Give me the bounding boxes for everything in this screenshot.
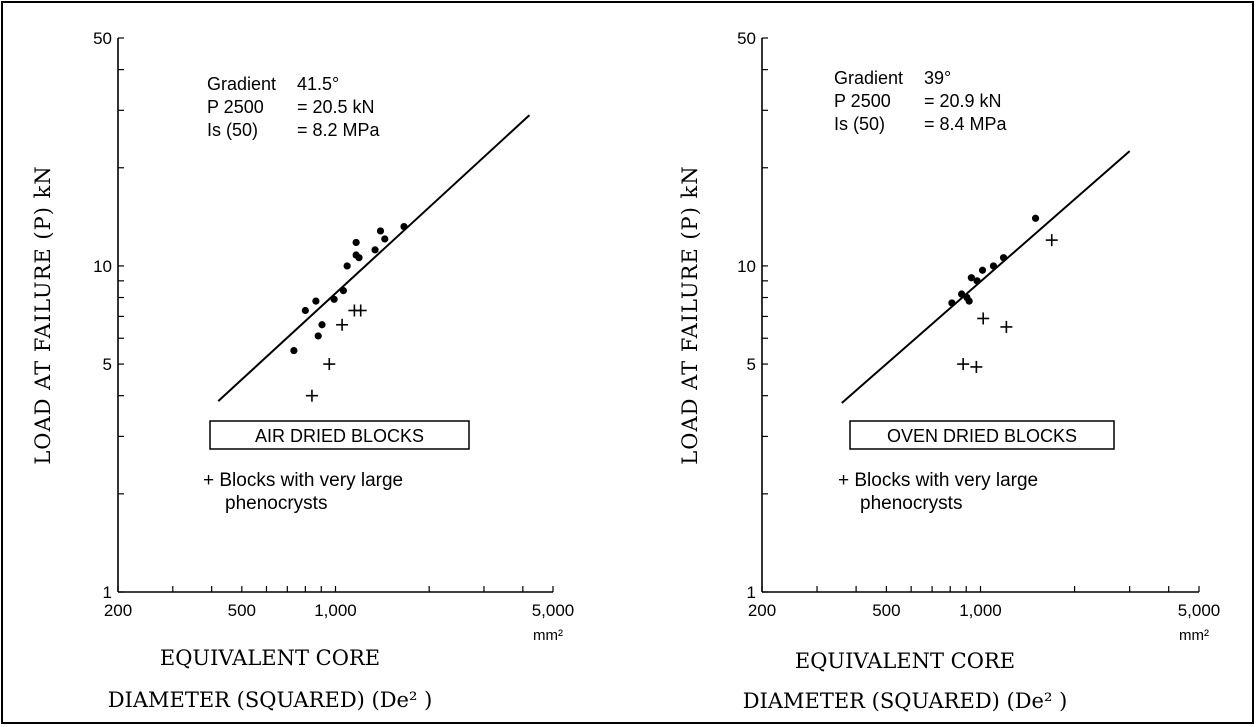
chart-panel-2: 200 500 1,000 5,000 1 5 10 50 mm² LOAD AT FAILURE… <box>678 29 1220 713</box>
data-point-plus <box>305 389 318 402</box>
stat-label: Is (50) <box>207 120 258 140</box>
data-point-dot <box>965 297 973 305</box>
stat-label: Gradient <box>207 74 276 94</box>
x-tick-label: 5,000 <box>1178 601 1221 620</box>
data-point-plus <box>336 318 349 331</box>
note-line2: phenocrysts <box>860 493 962 514</box>
note-line1: + Blocks with very large <box>838 470 1038 491</box>
x-axis-title-line1: EQUIVALENT CORE <box>160 646 380 670</box>
y-tick-label: 10 <box>737 257 756 276</box>
data-point-plus <box>1000 320 1013 333</box>
y-tick-label: 50 <box>93 29 112 48</box>
y-axis-title: LOAD AT FAILURE (P) kN <box>678 165 702 464</box>
y-tick-label: 5 <box>103 355 112 374</box>
data-point-dot <box>314 332 322 340</box>
x-tick-label: 200 <box>104 601 132 620</box>
data-point-plus <box>323 358 336 371</box>
x-unit-label: mm² <box>1179 627 1209 644</box>
data-point-dot <box>957 290 966 298</box>
data-point-dot <box>978 266 987 274</box>
y-tick-label: 5 <box>747 355 756 374</box>
y-tick-label: 1 <box>747 583 756 602</box>
data-point-plus <box>977 312 990 325</box>
data-point-plus <box>957 358 970 371</box>
y-tick-label: 10 <box>93 257 112 276</box>
note-line1: + Blocks with very large <box>203 470 403 491</box>
x-axis-title-line1: EQUIVALENT CORE <box>795 649 1015 673</box>
data-point-dot <box>352 238 360 247</box>
x-tick-label: 200 <box>748 601 776 620</box>
stat-value: 41.5° <box>297 74 339 94</box>
x-tick-label: 1,000 <box>314 601 357 620</box>
x-tick-label: 500 <box>228 601 256 620</box>
fit-line <box>217 114 531 402</box>
stat-label: P 2500 <box>207 97 264 117</box>
x-tick-label: 5,000 <box>532 601 575 620</box>
data-point-dot <box>967 274 975 282</box>
stat-value: = 20.5 kN <box>297 97 375 117</box>
data-point-plus <box>354 304 367 317</box>
x-tick-label: 1,000 <box>959 601 1002 620</box>
x-axis-title-line2: DIAMETER (SQUARED) (De² ) <box>108 688 433 712</box>
data-point-dot <box>999 254 1008 262</box>
y-axis-title: LOAD AT FAILURE (P) kN <box>31 165 55 464</box>
x-unit-label: mm² <box>533 627 563 644</box>
data-point-dot <box>318 321 326 329</box>
data-point-dot <box>312 297 320 305</box>
box-label-frame <box>849 420 1115 450</box>
data-point-dot <box>371 246 379 254</box>
chart-panel-1: 200 500 1,000 5,000 1 5 10 50 mm² LOAD AT FAILURE… <box>31 29 574 712</box>
data-point-dot <box>343 262 351 270</box>
stat-value: = 8.2 MPa <box>297 120 381 140</box>
data-point-dot <box>1031 214 1040 222</box>
y-tick-label: 50 <box>737 29 756 48</box>
stat-value: = 20.9 kN <box>924 91 1002 111</box>
data-point-dot <box>290 346 298 355</box>
stat-value: 39° <box>924 68 951 88</box>
data-point-dot <box>355 254 363 262</box>
data-point-dot <box>973 277 981 285</box>
data-point-plus <box>970 360 983 373</box>
data-point-dot <box>948 299 956 307</box>
data-point-dot <box>400 223 408 231</box>
data-point-dot <box>376 227 385 235</box>
box-label-text: AIR DRIED BLOCKS <box>255 426 424 446</box>
data-point-dot <box>989 262 998 270</box>
stat-label: P 2500 <box>834 91 891 111</box>
data-point-dot <box>381 235 389 243</box>
note-line2: phenocrysts <box>225 493 327 514</box>
box-label-frame <box>209 420 470 450</box>
stat-label: Gradient <box>834 68 903 88</box>
data-point-dot <box>339 287 347 295</box>
stat-label: Is (50) <box>834 114 885 134</box>
x-axis-title-line2: DIAMETER (SQUARED) (De² ) <box>743 689 1068 713</box>
data-point-dot <box>330 295 338 303</box>
fit-line <box>841 150 1131 404</box>
data-point-dot <box>301 306 309 315</box>
stat-value: = 8.4 MPa <box>924 114 1008 134</box>
data-point-plus <box>1045 234 1058 247</box>
y-tick-label: 1 <box>103 583 112 602</box>
x-tick-label: 500 <box>872 601 900 620</box>
box-label-text: OVEN DRIED BLOCKS <box>887 426 1077 446</box>
